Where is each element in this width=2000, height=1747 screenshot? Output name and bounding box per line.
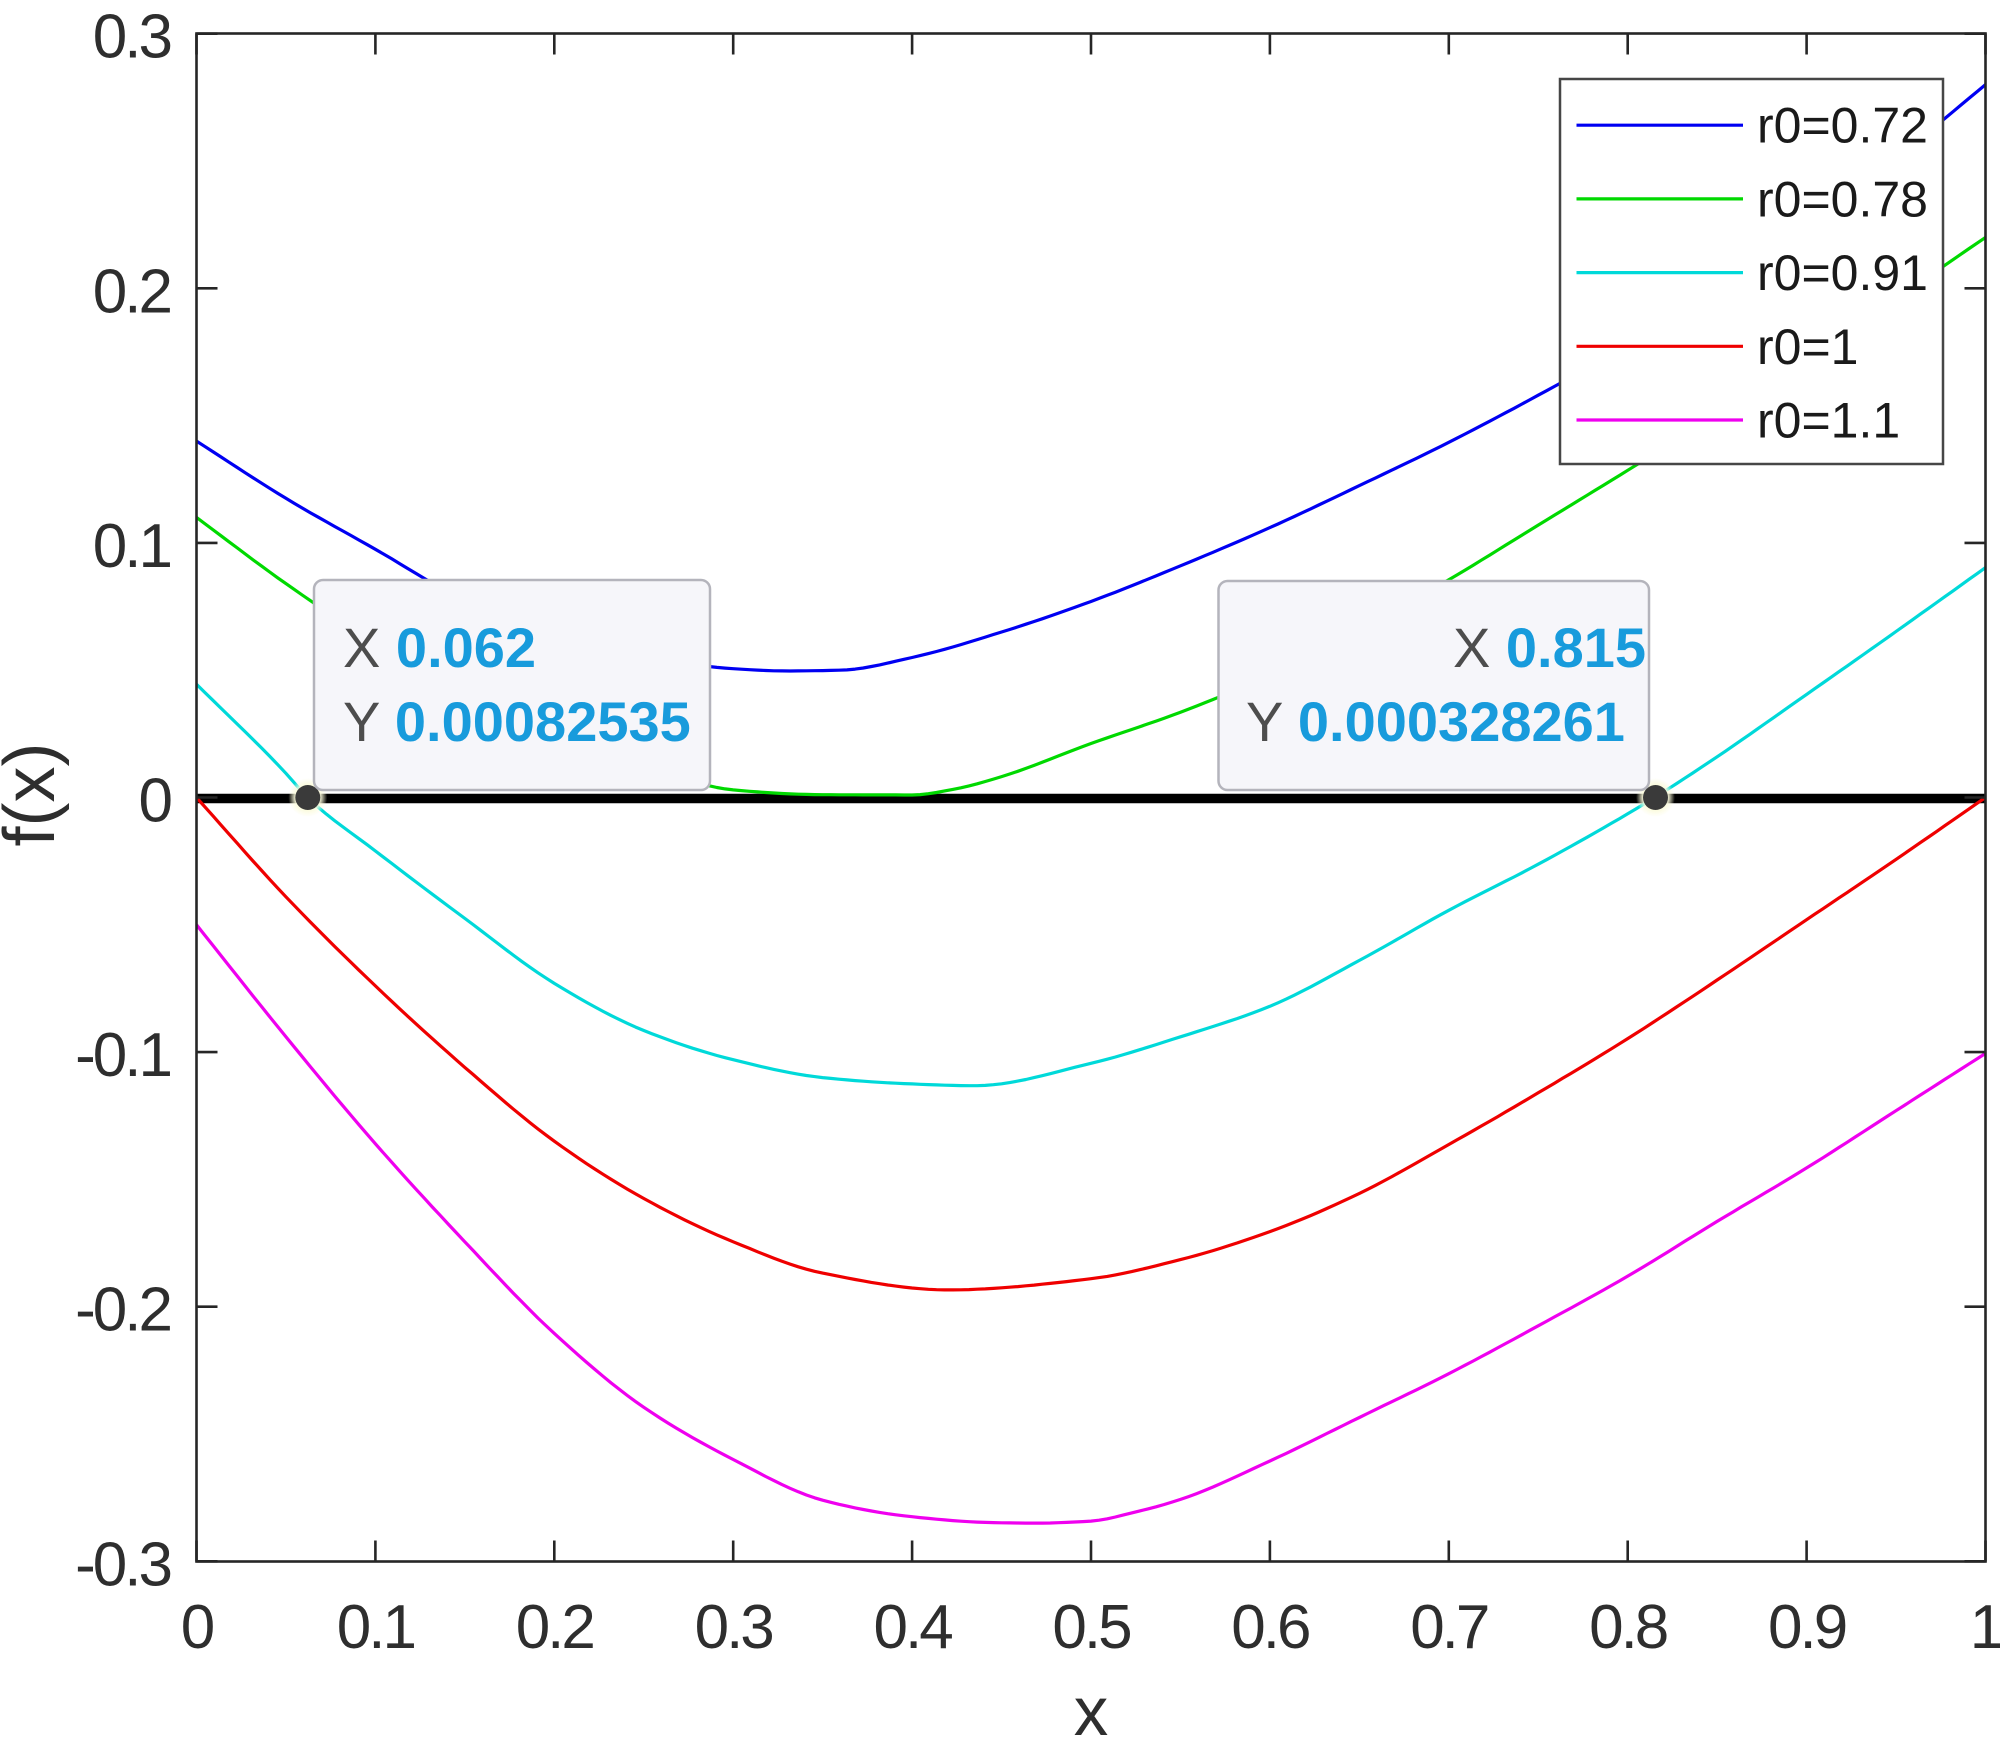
svg-text:0.6: 0.6 xyxy=(1231,1593,1309,1662)
svg-text:0.3: 0.3 xyxy=(695,1593,773,1662)
svg-text:0.2: 0.2 xyxy=(516,1593,594,1662)
svg-text:0.1: 0.1 xyxy=(337,1593,415,1662)
svg-text:0.5: 0.5 xyxy=(1052,1593,1130,1662)
svg-text:r0=0.72: r0=0.72 xyxy=(1757,98,1928,154)
svg-text:r0=0.91: r0=0.91 xyxy=(1757,245,1928,301)
svg-text:0: 0 xyxy=(181,1593,214,1662)
svg-text:1: 1 xyxy=(1970,1593,2000,1662)
svg-text:-0.1: -0.1 xyxy=(75,1021,170,1090)
svg-text:Y 0.00082535: Y 0.00082535 xyxy=(343,690,691,753)
svg-text:Y 0.000328261: Y 0.000328261 xyxy=(1246,690,1625,753)
svg-text:r0=1.1: r0=1.1 xyxy=(1757,393,1900,449)
svg-text:0.7: 0.7 xyxy=(1410,1593,1488,1662)
svg-text:0.1: 0.1 xyxy=(93,512,171,581)
svg-text:-0.3: -0.3 xyxy=(75,1530,170,1599)
svg-text:x: x xyxy=(1074,1673,1109,1742)
svg-text:0.2: 0.2 xyxy=(93,257,171,326)
svg-text:0.8: 0.8 xyxy=(1589,1593,1667,1662)
svg-text:X 0.062: X 0.062 xyxy=(343,616,536,679)
svg-text:0.9: 0.9 xyxy=(1768,1593,1846,1662)
svg-text:X 0.815: X 0.815 xyxy=(1453,616,1646,679)
svg-text:f(x): f(x) xyxy=(0,743,70,847)
svg-text:0: 0 xyxy=(139,767,172,836)
svg-text:0.3: 0.3 xyxy=(93,3,171,72)
svg-text:-0.2: -0.2 xyxy=(75,1276,170,1345)
svg-text:r0=1: r0=1 xyxy=(1757,319,1858,375)
svg-text:r0=0.78: r0=0.78 xyxy=(1757,171,1928,227)
svg-text:0.4: 0.4 xyxy=(873,1593,952,1662)
